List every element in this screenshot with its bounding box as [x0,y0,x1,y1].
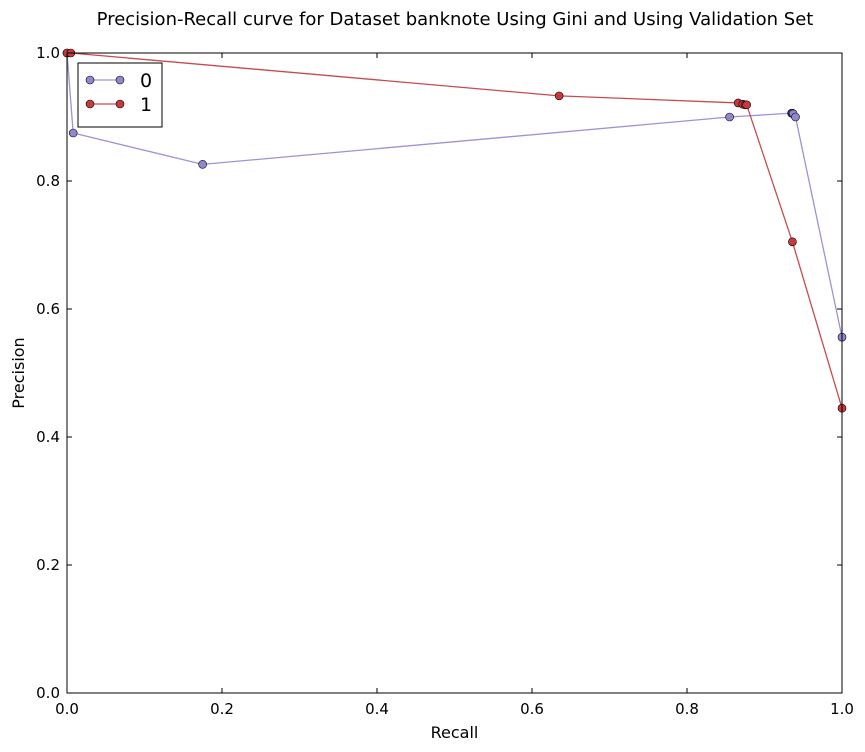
chart-title: Precision-Recall curve for Dataset bankn… [97,9,814,30]
series-0-line [66,52,843,338]
x-tick-label: 1.0 [830,700,854,718]
x-tick-label: 0.6 [520,700,544,718]
legend-marker [115,99,125,109]
x-axis-label: Recall [431,723,479,742]
series-1-point [788,237,797,247]
series-1-point [742,100,751,110]
x-tick-label: 0.8 [675,700,699,718]
y-tick-label: 0.2 [36,556,60,574]
y-tick-label: 0.8 [36,172,60,190]
legend-box [77,62,163,128]
series-1 [62,48,847,413]
series-1-line [67,52,843,409]
legend-entry-0: 0 [85,70,152,92]
series-0-point [725,112,734,122]
x-tick-label: 0.2 [210,700,234,718]
y-tick-label: 0.0 [36,684,60,702]
series-0-point [791,112,800,122]
y-tick-label: 0.6 [36,300,60,318]
legend-marker [85,75,95,85]
series-0-point [198,160,207,169]
legend-label: 1 [140,94,152,116]
series-1-point [554,91,564,101]
legend-label: 0 [140,70,152,92]
plot-frame [66,52,843,694]
y-tick-label: 1.0 [36,44,60,62]
y-axis-label: Precision [9,337,28,408]
legend-marker [85,99,95,109]
legend-entry-1: 1 [85,94,152,116]
legend-marker [115,75,125,85]
series-0-point [68,128,78,138]
legend: 01 [77,62,163,128]
x-tick-label: 0.4 [365,700,389,718]
y-tick-label: 0.4 [36,428,60,446]
series-0 [62,48,847,342]
x-tick-label: 0.0 [55,700,79,718]
